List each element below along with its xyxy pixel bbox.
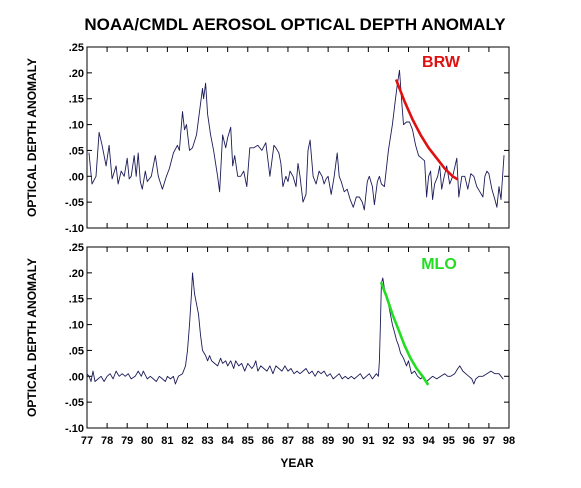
panel-brw: .25 .20 .15 .10 .05 .00 -.05 -.10 OPTICAL DEPTH … [25, 42, 510, 235]
y-axis-label: OPTICAL DEPTH ANOMALY [25, 58, 39, 217]
x-tick-label: 81 [161, 435, 173, 447]
x-tick-label: 80 [141, 435, 153, 447]
x-tick-label: 93 [402, 435, 414, 447]
x-tick-label: 92 [382, 435, 394, 447]
x-tick-label: 85 [242, 435, 254, 447]
x-tick-label: 84 [222, 435, 235, 447]
y-tick-label: .10 [69, 120, 84, 132]
y-tick-label: .00 [69, 371, 84, 383]
chart-title: NOAA/CMDL AEROSOL OPTICAL DEPTH ANOMALY [84, 15, 506, 34]
x-tick-label: 87 [282, 435, 294, 447]
y-tick-label: .25 [69, 242, 84, 254]
y-tick-label: -.10 [65, 223, 84, 235]
x-tick-label: 82 [181, 435, 193, 447]
y-axis-label: OPTICAL DEPTH ANOMALY [25, 258, 39, 417]
y-tick-label: -.05 [65, 197, 84, 209]
y-tick-label: .05 [69, 145, 84, 157]
y-tick-label: .05 [69, 345, 84, 357]
x-tick-label: 90 [342, 435, 354, 447]
y-tick-label: .10 [69, 320, 84, 332]
y-tick-label: .20 [69, 268, 84, 280]
anomaly-series-line [88, 69, 505, 211]
station-label: BRW [422, 54, 461, 71]
y-tick-label: .00 [69, 171, 84, 183]
plot-frame [86, 46, 510, 229]
x-tick-label: 83 [201, 435, 213, 447]
y-tick-label: -.05 [65, 397, 84, 409]
decay-fit-line [395, 79, 459, 181]
x-tick-label: 78 [101, 435, 113, 447]
station-label: MLO [421, 256, 457, 273]
x-tick-label: 95 [443, 435, 455, 447]
x-tick-label: 79 [121, 435, 133, 447]
x-tick-label: 96 [463, 435, 475, 447]
x-tick-label: 98 [503, 435, 515, 447]
decay-fit-line [380, 281, 429, 386]
y-tick-label: -.10 [65, 423, 84, 435]
x-tick-label: 86 [262, 435, 274, 447]
x-tick-label: 77 [81, 435, 93, 447]
anomaly-series-line [86, 272, 504, 385]
plot-frame [86, 246, 510, 429]
x-tick-label: 89 [322, 435, 334, 447]
x-tick-label: 97 [483, 435, 495, 447]
y-tick-label: .15 [69, 94, 84, 106]
x-tick-label: 94 [422, 435, 435, 447]
y-tick-label: .25 [69, 42, 84, 54]
x-tick-label: 88 [302, 435, 314, 447]
x-tick-label: 91 [362, 435, 374, 447]
y-tick-label: .15 [69, 294, 84, 306]
y-tick-label: .20 [69, 68, 84, 80]
x-axis-label: YEAR [280, 456, 314, 470]
